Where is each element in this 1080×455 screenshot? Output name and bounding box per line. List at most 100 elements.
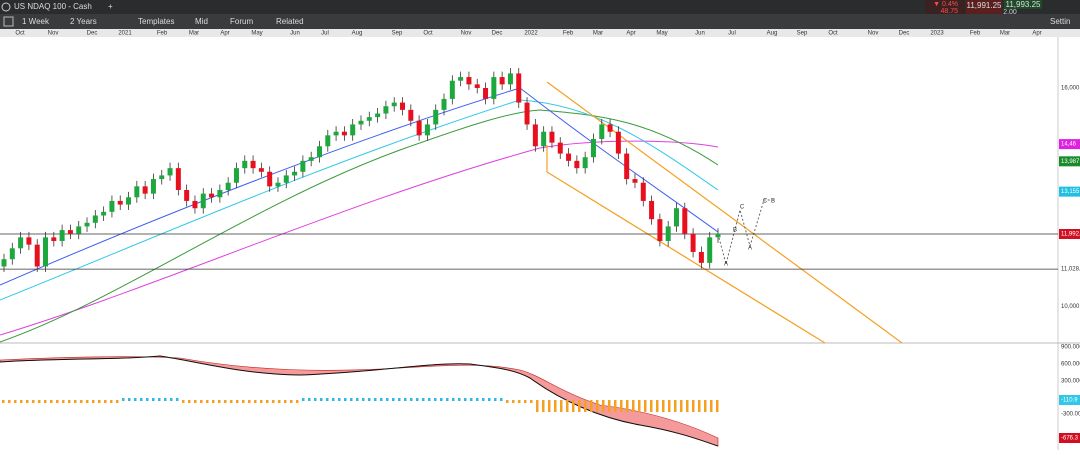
macd-label: 900.000 <box>1061 345 1080 351</box>
macd-label: -676.3 <box>1061 436 1079 442</box>
macd-histogram <box>374 398 377 401</box>
time-label: Nov <box>48 31 59 37</box>
candle-body <box>258 168 264 172</box>
candle-body <box>333 131 339 136</box>
candle-body <box>76 226 82 234</box>
ask-box[interactable] <box>1004 0 1042 9</box>
symbol[interactable]: US NDAQ 100 - Cash <box>14 2 92 11</box>
price-label: 11,992. <box>1061 232 1080 238</box>
bid-box[interactable] <box>966 0 1002 14</box>
macd-label: 600.000 <box>1061 362 1080 368</box>
macd-histogram <box>308 398 311 401</box>
candle-body <box>167 168 173 176</box>
info-icon[interactable] <box>1 2 11 12</box>
macd-histogram <box>128 398 131 401</box>
time-label: Oct <box>828 31 838 37</box>
macd-histogram <box>296 400 299 403</box>
ma-faster <box>0 87 719 286</box>
macd-histogram <box>614 400 617 412</box>
macd-histogram <box>20 400 23 403</box>
macd-histogram <box>122 398 125 401</box>
price-type[interactable]: Mid <box>195 17 208 26</box>
change-box <box>925 0 965 14</box>
candle-body <box>109 200 115 212</box>
macd-histogram <box>50 400 53 403</box>
wave-label: A <box>724 262 728 268</box>
candle-body <box>574 160 580 169</box>
macd-histogram <box>92 400 95 403</box>
macd-histogram <box>464 398 467 401</box>
time-label: 2022 <box>524 31 538 37</box>
ask[interactable]: 11,993.25 <box>1006 0 1042 9</box>
candle-body <box>673 208 679 227</box>
candle-body <box>200 193 206 209</box>
price-label: 11,028. <box>1061 267 1080 273</box>
candle-body <box>524 102 530 125</box>
macd-histogram <box>380 398 383 401</box>
price-tag <box>1059 229 1080 240</box>
macd-histogram <box>704 400 707 412</box>
macd-histogram <box>452 398 455 401</box>
candle-body <box>9 248 15 260</box>
bid[interactable]: 11,991.25 <box>967 1 1003 10</box>
settings[interactable]: Settin <box>1050 17 1070 26</box>
forum[interactable]: Forum <box>230 17 253 26</box>
ma-mid <box>0 109 719 343</box>
macd-histogram <box>368 398 371 401</box>
candle-body <box>350 124 356 136</box>
time-label: Feb <box>157 31 168 37</box>
macd-histogram <box>674 400 677 412</box>
macd-histogram <box>476 398 479 401</box>
macd-histogram <box>14 400 17 403</box>
macd-histogram <box>416 398 419 401</box>
macd-histogram <box>650 400 653 412</box>
macd-histogram <box>548 400 551 412</box>
layout-icon[interactable] <box>3 16 14 27</box>
time-label: May <box>251 31 262 37</box>
range[interactable]: 2 Years <box>70 17 97 26</box>
candle-body <box>150 179 156 194</box>
candle-body <box>159 175 165 180</box>
time-label: Jul <box>728 31 736 37</box>
candle-body <box>391 102 397 107</box>
time-label: May <box>656 31 667 37</box>
macd-histogram <box>140 398 143 401</box>
time-label: Mar <box>1000 31 1010 37</box>
templates[interactable]: Templates <box>138 17 174 26</box>
candle-body <box>599 124 605 139</box>
candle-body <box>358 120 364 125</box>
macd-histogram <box>260 400 263 403</box>
macd-histogram <box>680 400 683 412</box>
macd-histogram <box>434 398 437 401</box>
macd-histogram <box>218 400 221 403</box>
macd-histogram <box>194 400 197 403</box>
add-tab[interactable]: + <box>108 2 113 11</box>
macd-histogram <box>542 400 545 412</box>
macd-histogram <box>290 400 293 403</box>
macd-histogram <box>524 400 527 403</box>
macd-histogram <box>422 398 425 401</box>
macd-histogram <box>590 400 593 412</box>
macd-histogram <box>362 398 365 401</box>
candle-body <box>483 88 489 99</box>
candle-body <box>300 160 306 172</box>
time-label: Jun <box>695 31 705 37</box>
candle-body <box>117 200 123 205</box>
macd-histogram <box>398 398 401 401</box>
macd-histogram <box>512 400 515 403</box>
time-label: Apr <box>1032 31 1041 37</box>
candle-body <box>566 153 572 161</box>
candle-body <box>134 186 140 198</box>
time-label: Mar <box>189 31 199 37</box>
related[interactable]: Related <box>276 17 304 26</box>
macd-histogram <box>212 400 215 403</box>
macd-histogram <box>404 398 407 401</box>
time-label: Sep <box>797 31 808 37</box>
interval[interactable]: 1 Week <box>22 17 50 26</box>
macd-label: -110.9 <box>1061 398 1078 404</box>
time-label: Apr <box>626 31 635 37</box>
macd-histogram <box>554 400 557 412</box>
candle-body <box>400 102 406 110</box>
candle-body <box>615 131 621 154</box>
candle-body <box>433 109 439 125</box>
